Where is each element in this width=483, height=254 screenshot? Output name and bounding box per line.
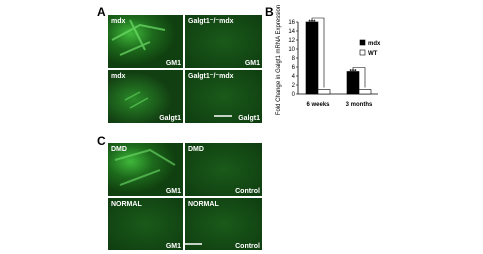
y-tick-label: 16	[288, 20, 295, 26]
y-tick-label: 12	[288, 38, 295, 44]
x-tick-label: 6 weeks	[306, 102, 330, 108]
image-label: NORMAL	[111, 201, 142, 208]
bar	[358, 89, 372, 95]
image-label: Galgt1	[238, 115, 260, 122]
annotation: ***	[349, 70, 357, 76]
y-tick-label: 10	[288, 47, 295, 53]
image-detail	[111, 19, 166, 56]
image-detail	[124, 91, 149, 109]
legend-label: mdx	[368, 41, 381, 47]
image-label: Galgt1⁻/⁻mdx	[188, 18, 234, 25]
annotation: ***	[308, 20, 316, 26]
image-label: Control	[235, 243, 260, 250]
image-label: DMD	[111, 146, 127, 153]
y-tick-label: 2	[292, 83, 296, 89]
y-tick-label: 4	[292, 74, 296, 80]
significance-bracket	[352, 67, 366, 88]
panel-label: C	[97, 134, 106, 148]
y-tick-label: 8	[292, 56, 296, 62]
y-tick-label: 0	[292, 92, 296, 98]
image-label: GM1	[166, 188, 181, 195]
image-label: Control	[235, 188, 260, 195]
image	[108, 15, 183, 68]
image-label: Galgt1	[159, 115, 181, 122]
y-tick-label: 14	[288, 29, 295, 35]
image-label: NORMAL	[188, 201, 219, 208]
legend-label: WT	[368, 51, 378, 57]
image-label: mdx	[111, 18, 126, 25]
image-detail	[114, 148, 176, 186]
image-label: GM1	[166, 60, 181, 67]
bar	[305, 21, 319, 95]
y-tick-label: 6	[292, 65, 296, 71]
bar	[317, 89, 331, 95]
significance-bracket	[311, 17, 325, 88]
bar	[346, 71, 360, 95]
image-label: GM1	[245, 60, 260, 67]
image	[185, 15, 262, 68]
image	[185, 143, 262, 196]
image-label: Galgt1⁻/⁻mdx	[188, 73, 234, 80]
image	[185, 198, 262, 250]
image-label: mdx	[111, 73, 126, 80]
panel-label: B	[265, 5, 274, 19]
image	[108, 70, 183, 123]
image-label: GM1	[166, 243, 181, 250]
image	[185, 70, 262, 123]
x-tick-label: 3 months	[346, 102, 373, 108]
panel-label: A	[97, 5, 106, 19]
legend-swatch	[359, 39, 366, 46]
image-label: DMD	[188, 146, 204, 153]
y-axis-label: Fold Change in Galgt1 mRNA Expression	[276, 5, 282, 115]
legend-swatch	[359, 49, 366, 56]
image	[108, 198, 183, 250]
